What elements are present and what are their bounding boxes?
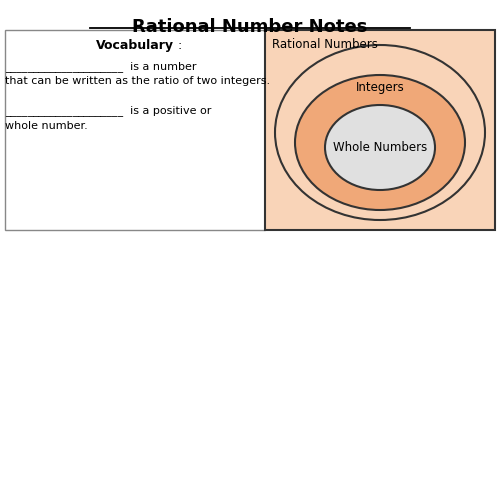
Text: whole number.: whole number. bbox=[5, 121, 88, 131]
Ellipse shape bbox=[275, 45, 485, 220]
Text: Rational Numbers: Rational Numbers bbox=[272, 38, 378, 51]
FancyBboxPatch shape bbox=[265, 30, 495, 230]
Text: _____________________  is a positive or: _____________________ is a positive or bbox=[5, 105, 212, 116]
Text: Rational Number Notes: Rational Number Notes bbox=[132, 18, 368, 36]
Text: Vocabulary: Vocabulary bbox=[96, 39, 174, 52]
FancyBboxPatch shape bbox=[5, 30, 265, 230]
Ellipse shape bbox=[295, 75, 465, 210]
Text: Integers: Integers bbox=[356, 81, 405, 94]
Text: :: : bbox=[178, 39, 182, 52]
Text: Whole Numbers: Whole Numbers bbox=[333, 141, 427, 154]
Ellipse shape bbox=[325, 105, 435, 190]
Text: _____________________  is a number: _____________________ is a number bbox=[5, 61, 196, 72]
Text: that can be written as the ratio of two integers.: that can be written as the ratio of two … bbox=[5, 76, 270, 86]
